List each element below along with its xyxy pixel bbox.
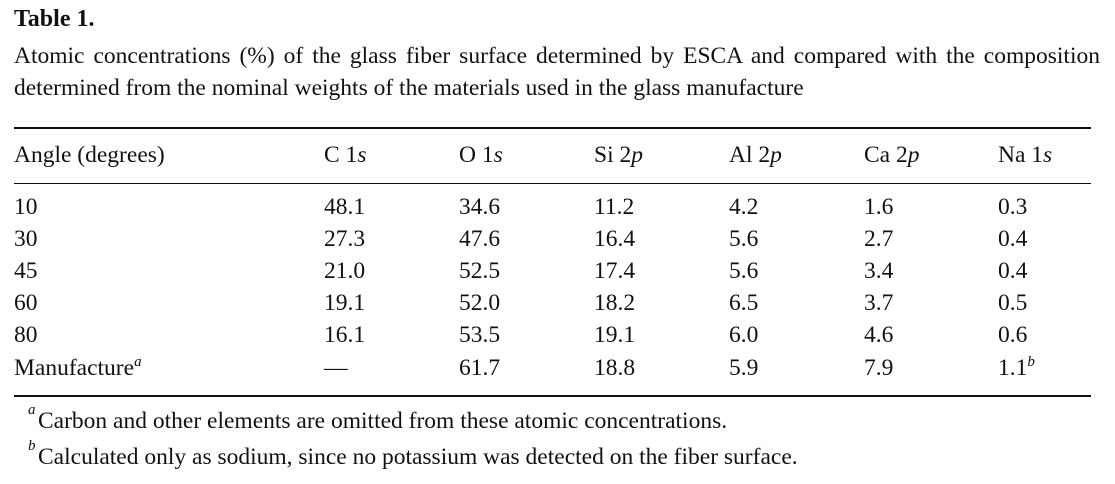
- header-cell-angle: Angle (degrees): [14, 142, 165, 168]
- cell-al2p: 4.2: [729, 194, 759, 220]
- cell-ca2p: 1.6: [864, 194, 894, 220]
- header-cell-si2p: Si 2p: [594, 142, 643, 168]
- cell-c1s: —: [324, 355, 348, 381]
- cell-c1s: 19.1: [324, 290, 366, 316]
- row-label: Manufacturea: [14, 354, 142, 381]
- table-caption: Atomic concentrations (%) of the glass f…: [14, 43, 1100, 101]
- cell-al2p: 5.6: [729, 226, 759, 252]
- footnote-marker-b: b: [1027, 354, 1035, 370]
- cell-o1s: 52.5: [459, 258, 501, 284]
- cell-na1s: 0.4: [998, 258, 1028, 284]
- cell-o1s: 61.7: [459, 355, 501, 381]
- row-label: 80: [14, 322, 38, 348]
- cell-na1s: 0.6: [998, 322, 1028, 348]
- cell-si2p: 16.4: [594, 226, 636, 252]
- bottom-rule: [14, 395, 1091, 397]
- row-label: 30: [14, 226, 38, 252]
- cell-c1s: 21.0: [324, 258, 366, 284]
- footnote-text: Carbon and other elements are omitted fr…: [38, 408, 728, 434]
- cell-o1s: 34.6: [459, 194, 501, 220]
- cell-c1s: 16.1: [324, 322, 366, 348]
- cell-si2p: 18.2: [594, 290, 636, 316]
- cell-al2p: 5.9: [729, 355, 759, 381]
- cell-na1s: 0.5: [998, 290, 1028, 316]
- footnote-marker-a: a: [134, 354, 142, 370]
- row-label: 45: [14, 258, 38, 284]
- header-cell-o1s: O 1s: [459, 142, 503, 168]
- cell-al2p: 6.0: [729, 322, 759, 348]
- cell-si2p: 19.1: [594, 322, 636, 348]
- footnote: a Carbon and other elements are omitted f…: [28, 402, 728, 435]
- header-cell-al2p: Al 2p: [729, 142, 782, 168]
- cell-si2p: 18.8: [594, 355, 636, 381]
- cell-ca2p: 2.7: [864, 226, 894, 252]
- cell-o1s: 53.5: [459, 322, 501, 348]
- cell-si2p: 17.4: [594, 258, 636, 284]
- cell-ca2p: 3.4: [864, 258, 894, 284]
- cell-ca2p: 3.7: [864, 290, 894, 316]
- header-cell-ca2p: Ca 2p: [864, 142, 920, 168]
- footnote: b Calculated only as sodium, since no pot…: [28, 438, 798, 471]
- cell-o1s: 52.0: [459, 290, 501, 316]
- cell-ca2p: 7.9: [864, 355, 894, 381]
- table-title: Table 1.: [14, 6, 95, 32]
- row-label: 60: [14, 290, 38, 316]
- footnote-mark: a: [28, 402, 36, 418]
- cell-al2p: 6.5: [729, 290, 759, 316]
- row-label: 10: [14, 194, 38, 220]
- header-rule: [14, 183, 1091, 184]
- top-rule: [14, 127, 1091, 129]
- cell-c1s: 48.1: [324, 194, 366, 220]
- footnote-text: Calculated only as sodium, since no pota…: [38, 444, 798, 470]
- cell-o1s: 47.6: [459, 226, 501, 252]
- cell-na1s: 0.4: [998, 226, 1028, 252]
- header-cell-c1s: C 1s: [324, 142, 367, 168]
- header-cell-na1s: Na 1s: [998, 142, 1053, 168]
- cell-c1s: 27.3: [324, 226, 366, 252]
- cell-si2p: 11.2: [594, 194, 635, 220]
- cell-al2p: 5.6: [729, 258, 759, 284]
- cell-ca2p: 4.6: [864, 322, 894, 348]
- cell-na1s: 0.3: [998, 194, 1028, 220]
- cell-na1s: 1.1b: [998, 354, 1035, 381]
- footnote-mark: b: [28, 438, 36, 454]
